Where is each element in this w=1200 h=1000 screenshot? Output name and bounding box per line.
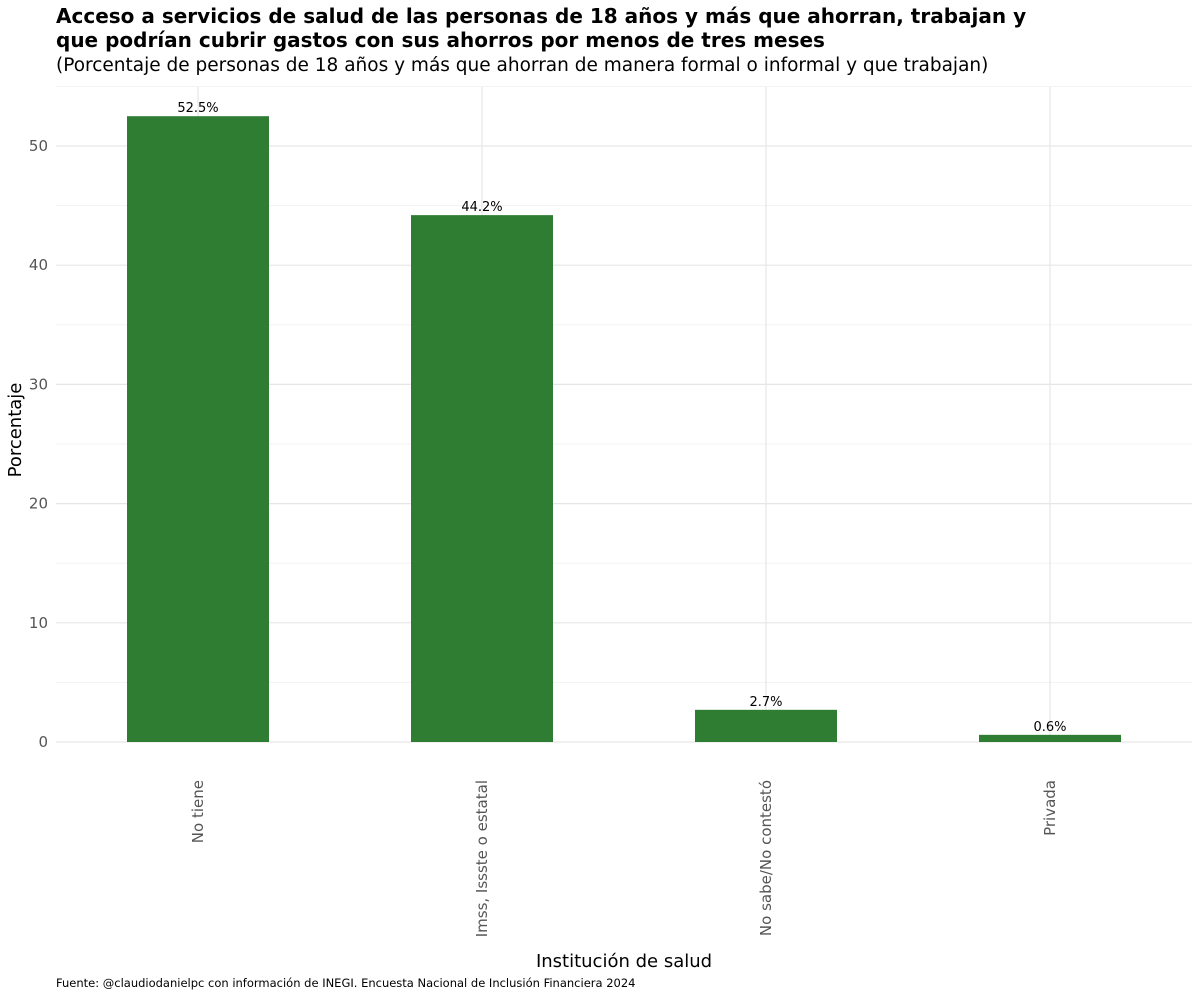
chart-title-line-2: que podrían cubrir gastos con sus ahorro…	[56, 28, 825, 52]
x-tick-label: Privada	[1041, 780, 1059, 836]
chart-title: Acceso a servicios de salud de las perso…	[56, 4, 1056, 52]
bar	[127, 116, 269, 742]
y-axis-ticks: 0 10 20 30 40 50	[29, 137, 48, 751]
bar-value-label: 52.5%	[177, 101, 218, 116]
y-tick-label: 40	[29, 256, 48, 274]
value-labels: 52.5% 44.2% 2.7% 0.6%	[177, 101, 1066, 735]
bars	[127, 116, 1121, 743]
y-tick-label: 30	[29, 375, 48, 393]
y-tick-label: 10	[29, 614, 48, 632]
y-axis-label: Porcentaje	[5, 383, 26, 478]
chart-title-line-1: Acceso a servicios de salud de las perso…	[56, 4, 1027, 28]
bar	[979, 734, 1121, 742]
chart-subtitle: (Porcentaje de personas de 18 años y más…	[56, 55, 989, 76]
x-tick-label: No tiene	[189, 780, 207, 843]
chart-caption: Fuente: @claudiodanielpc con información…	[56, 976, 636, 990]
y-tick-label: 50	[29, 137, 48, 155]
bar	[411, 215, 553, 743]
bar-value-label: 0.6%	[1033, 720, 1066, 735]
bar-value-label: 44.2%	[461, 200, 502, 215]
bar	[695, 709, 837, 742]
y-tick-label: 20	[29, 495, 48, 513]
x-tick-label: No sabe/No contestó	[757, 780, 775, 936]
bar-value-label: 2.7%	[749, 695, 782, 710]
x-tick-label: Imss, Issste o estatal	[473, 780, 491, 937]
x-axis-label: Institución de salud	[536, 951, 712, 972]
y-tick-label: 0	[38, 733, 48, 751]
x-axis-ticks: No tiene Imss, Issste o estatal No sabe/No…	[189, 780, 1059, 937]
bar-chart: 52.5% 44.2% 2.7% 0.6% 0 10 20 30 40 50 No tiene I…	[5, 85, 1192, 972]
